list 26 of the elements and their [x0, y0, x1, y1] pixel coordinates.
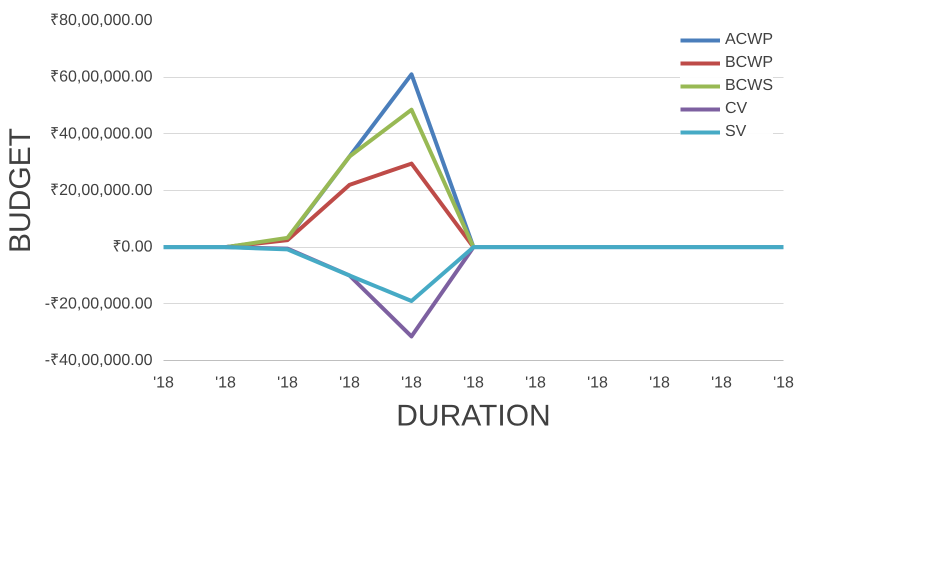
x-tick-label: '18 — [277, 374, 298, 392]
line-series — [164, 245, 784, 303]
y-tick-label: ₹40,00,000.00 — [50, 125, 153, 142]
x-tick-label: '18 — [339, 374, 360, 392]
x-axis-title: DURATION — [396, 400, 551, 432]
y-tick-label: -₹40,00,000.00 — [44, 352, 153, 369]
legend-label: ACWP — [725, 31, 773, 49]
x-tick-label: '18 — [649, 374, 670, 392]
x-tick-label: '18 — [587, 374, 608, 392]
legend-label: BCWS — [725, 77, 773, 95]
y-tick-label: -₹20,00,000.00 — [44, 295, 153, 312]
y-tick-label: ₹80,00,000.00 — [50, 12, 153, 29]
y-tick-label: ₹0.00 — [112, 238, 153, 256]
x-tick-label: '18 — [153, 374, 174, 392]
x-tick-label: '18 — [401, 374, 422, 392]
legend-label: BCWP — [725, 54, 773, 72]
legend-label: CV — [725, 100, 748, 118]
y-axis-title: BUDGET — [4, 128, 37, 254]
x-tick-label: '18 — [711, 374, 732, 392]
x-tick-label: '18 — [215, 374, 236, 392]
x-tick-label: '18 — [525, 374, 546, 392]
legend-label: SV — [725, 123, 746, 141]
x-tick-label: '18 — [773, 374, 794, 392]
x-tick-label: '18 — [463, 374, 484, 392]
y-tick-label: ₹20,00,000.00 — [50, 182, 153, 199]
y-tick-label: ₹60,00,000.00 — [50, 68, 153, 86]
